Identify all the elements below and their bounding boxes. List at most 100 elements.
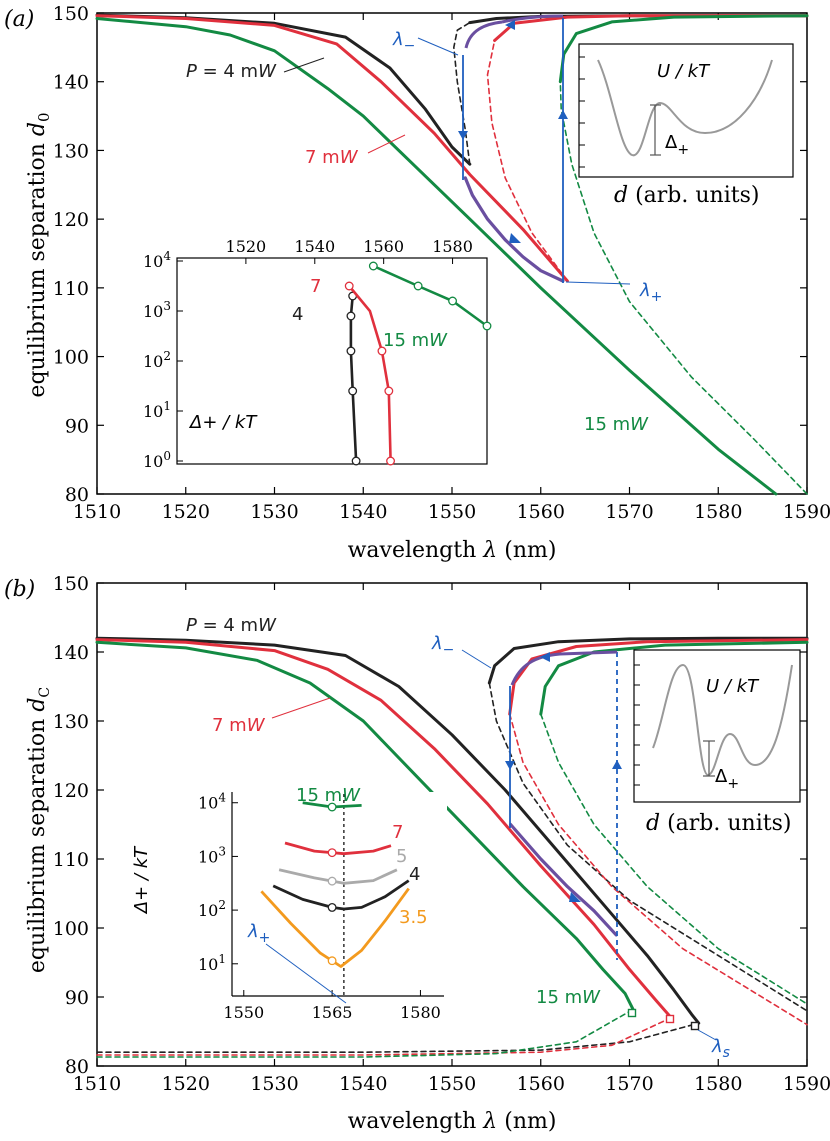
panel-b-potential-inset: Δ+ U / kT d (arb. units) <box>633 649 801 836</box>
panel-a-inset-ytick-label: 103 <box>143 299 171 321</box>
panel-a-inset-xtick-label: 1540 <box>294 237 335 256</box>
panel-b-p4-label: P = 4 mW <box>186 615 277 636</box>
panel-a: (a) 1510 1520 1530 1540 1550 1560 1570 1580 1590… <box>4 3 830 563</box>
panel-a-inset-xtick-label: 1520 <box>226 237 267 256</box>
panel-b-ytick-label: 80 <box>65 1056 89 1078</box>
panel-b-inset-xtick-label: 1550 <box>223 1003 264 1022</box>
panel-a-inset-marker <box>344 281 354 291</box>
panel-b-xtick-label: 1550 <box>428 1073 476 1095</box>
panel-a-lambda-minus: λ− <box>392 29 415 54</box>
panel-a-inset-15: 15 mW <box>383 330 448 351</box>
panel-a-inset-ytick-label: 101 <box>143 399 171 421</box>
panel-b-lambda-s-leader <box>697 1029 717 1041</box>
panel-b-lambda-minus-leader <box>461 649 492 669</box>
panel-b-series-hysteresis-loop <box>509 822 618 937</box>
panel-b-inset-lambda-leader <box>265 943 347 1004</box>
panel-b-arrow-diag <box>569 892 581 902</box>
panel-b-xtick-label: 1590 <box>783 1073 830 1095</box>
panel-a-potential-inset: Δ+ U / kT d (arb. units) <box>578 43 794 208</box>
panel-a-p4-leader <box>283 57 325 73</box>
panel-b-inset-ytick-label: 103 <box>198 844 226 866</box>
panel-b-xtick-label: 1510 <box>73 1073 121 1095</box>
panel-b-potential-ticks <box>634 664 640 786</box>
panel-a-ytick-label: 80 <box>65 484 89 506</box>
panel-a-ytick-label: 110 <box>53 278 89 300</box>
panel-b-series-lower-dashed-7 <box>96 1016 673 1056</box>
panel-b-curves <box>95 636 809 1058</box>
panel-a-ytick-label: 150 <box>53 3 89 25</box>
panel-b-ytick-label: 130 <box>53 711 89 733</box>
panel-a-arrow-up <box>558 110 568 119</box>
panel-a-xtick-label: 1550 <box>428 501 476 523</box>
panel-b-lambda-s: λs <box>711 1036 730 1061</box>
panel-b-series-7-mw-upper <box>508 638 809 716</box>
panel-a-xtick-label: 1570 <box>605 501 653 523</box>
panel-b-inset-series <box>278 868 398 885</box>
panel-a-xlabel: wavelength λ (nm) <box>348 538 557 563</box>
panel-b-inset-ytick-label: 102 <box>198 898 226 920</box>
panel-a-inset-marker <box>386 456 396 466</box>
panel-a-series-hysteresis-loop <box>463 176 565 283</box>
panel-b-series-p-4-mw <box>95 636 701 1025</box>
panel-a-inset-marker <box>448 296 458 306</box>
panel-b-inset-ytick-label: 104 <box>198 791 226 813</box>
panel-b-inset-35: 3.5 <box>399 907 428 928</box>
panel-a-xtick-label: 1530 <box>250 501 298 523</box>
panel-a-series-p-4-mw-unstable <box>452 21 471 165</box>
panel-b-inset-ytick-label: 101 <box>198 952 226 974</box>
panel-a-ytick-label: 100 <box>53 347 89 369</box>
panel-b-inset-xtick-label: 1565 <box>312 1003 353 1022</box>
panel-b-ytick-label: 90 <box>65 987 89 1009</box>
panel-a-lambda-plus-leader <box>565 281 631 285</box>
panel-a-xtick-label: 1590 <box>783 501 830 523</box>
panel-b-barrier-inset: 1550 1565 1580 101 102 103 104 Δ+ / kT 15 mW 7… <box>131 785 447 1022</box>
panel-a-d-arb: d (arb. units) <box>614 183 759 208</box>
panel-a-xtick-label: 1520 <box>162 501 210 523</box>
panel-b: (b) 1510 1520 1530 1540 1550 1560 1570 1580 1590… <box>4 573 830 1134</box>
panel-a-ylabel: equilibrium separation d0 <box>25 112 53 397</box>
panel-b-xtick-label: 1530 <box>250 1073 298 1095</box>
panel-b-arrow-up <box>612 760 622 769</box>
panel-a-inset-axes: 1520 1540 1560 1580 100 101 102 103 104 <box>143 237 473 471</box>
panel-a-inset-marker <box>384 386 394 396</box>
panel-b-arrow-down <box>505 761 515 770</box>
panel-a-inset-xtick-label: 1560 <box>363 237 404 256</box>
panel-b-lambda-s-marker <box>690 1021 700 1031</box>
panel-b-ytick-label: 120 <box>53 780 89 802</box>
panel-b-p7-label: 7 mW <box>212 715 266 736</box>
panel-a-inset-7: 7 <box>310 276 321 297</box>
panel-a-xtick-label: 1580 <box>694 501 742 523</box>
panel-a-p7-label: 7 mW <box>305 147 359 168</box>
panel-a-xtick-label: 1510 <box>73 501 121 523</box>
panel-b-inset-lambda-plus: λ+ <box>247 921 270 946</box>
panel-a-potential-ticks <box>579 56 585 168</box>
panel-b-u-kt: U / kT <box>706 676 760 697</box>
panel-b-series-lower-dashed <box>96 1022 700 1053</box>
panel-a-inset-marker <box>346 346 356 356</box>
panel-a-u-kt: U / kT <box>657 61 711 82</box>
panel-b-inset-curves <box>260 801 410 968</box>
panel-b-inset-marker <box>327 848 337 858</box>
panel-a-p4-label: P = 4 mW <box>186 61 277 82</box>
panel-a-delta-label: Δ+ <box>665 132 689 158</box>
panel-a-inset-marker <box>351 456 361 466</box>
panel-b-xlabel: wavelength λ (nm) <box>348 1109 557 1134</box>
panel-a-inset-ytick-label: 100 <box>143 449 171 471</box>
panel-b-inset-5: 5 <box>396 846 407 867</box>
panel-b-axes: 1510 1520 1530 1540 1550 1560 1570 1580 1590 80 90… <box>53 573 830 1095</box>
panel-a-inset-series <box>372 264 488 328</box>
panel-b-inset-marker <box>327 902 337 912</box>
panel-a-inset-curves <box>344 261 492 466</box>
panel-b-label: (b) <box>4 577 35 602</box>
panel-a-inset-marker <box>377 346 387 356</box>
panel-a-hyst-top <box>501 14 564 24</box>
panel-b-xtick-label: 1570 <box>605 1073 653 1095</box>
panel-b-inset-series <box>284 841 392 856</box>
panel-a-potential-curve <box>597 59 773 157</box>
panel-b-inset-marker <box>327 956 337 966</box>
panel-a-p15-label: 15 mW <box>584 414 649 435</box>
panel-a-xtick-label: 1560 <box>517 501 565 523</box>
panel-b-hyst-top <box>510 650 618 686</box>
panel-a-inset-marker <box>348 386 358 396</box>
